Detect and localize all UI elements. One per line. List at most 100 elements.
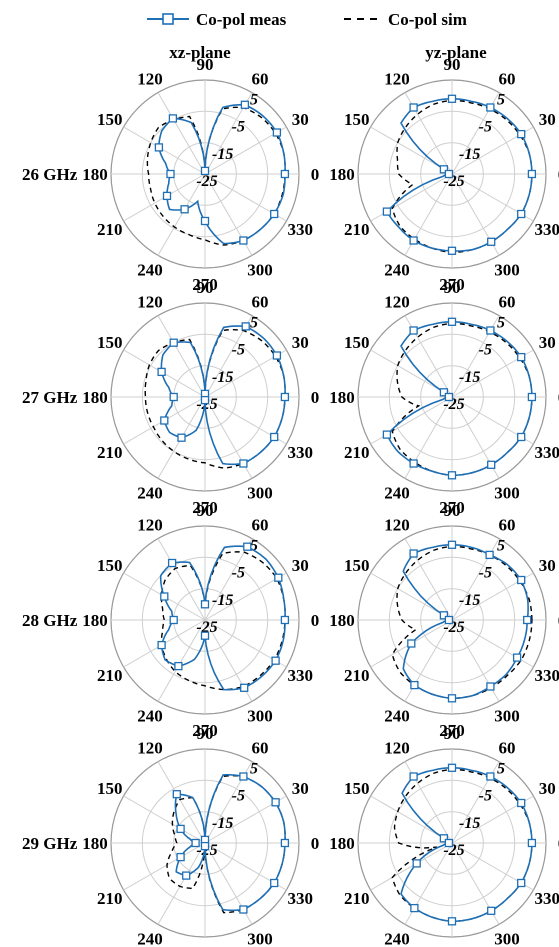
radial-tick-label: -15: [212, 815, 233, 832]
grid-spoke: [157, 619, 206, 702]
series-meas-marker: [240, 100, 250, 109]
angle-tick-label: 330: [288, 666, 314, 685]
series-meas-marker: [409, 326, 418, 335]
angle-tick-label: 330: [535, 220, 559, 239]
angle-tick-label: 330: [535, 666, 559, 685]
series-meas-marker: [409, 459, 418, 468]
angle-tick-label: 60: [252, 70, 269, 89]
angle-tick-label: 180: [329, 388, 355, 407]
angle-tick-label: 30: [539, 556, 556, 575]
series-meas-marker: [243, 542, 252, 551]
series-meas-marker: [174, 661, 183, 671]
radial-tick-label: -15: [459, 146, 480, 163]
series-meas-marker: [271, 656, 280, 665]
series-meas-marker: [239, 236, 248, 245]
radial-tick-label: -15: [212, 369, 233, 386]
angle-tick-label: 210: [97, 220, 123, 239]
angle-tick-label: 300: [494, 706, 520, 725]
angle-tick-label: 0: [311, 834, 320, 853]
polar-plots: 0306090120150180210240270300330-25-15-55…: [82, 55, 559, 947]
series-meas-marker: [517, 209, 526, 219]
series-meas-marker: [517, 878, 526, 888]
series-meas-marker: [177, 433, 186, 442]
angle-tick-label: 180: [82, 165, 108, 184]
series-meas-marker: [444, 169, 454, 179]
angle-tick-label: 240: [384, 260, 410, 279]
angle-tick-label: 270: [192, 944, 218, 947]
radial-tick-label: 5: [497, 92, 505, 109]
angle-tick-label: 0: [311, 611, 320, 630]
series-meas-marker: [527, 392, 537, 402]
series-meas-marker: [409, 549, 418, 558]
angle-tick-label: 330: [288, 220, 314, 239]
angle-tick-label: 300: [494, 929, 520, 947]
series-meas-marker: [162, 191, 172, 201]
series-meas-marker: [517, 352, 526, 362]
series-meas-marker: [527, 838, 537, 848]
grid-spoke: [204, 572, 287, 621]
angle-tick-label: 270: [439, 275, 465, 294]
series-meas-marker: [160, 592, 169, 601]
grid-spoke: [123, 795, 206, 844]
series-meas-marker: [240, 683, 249, 692]
series-meas-marker: [487, 237, 496, 246]
angle-tick-label: 120: [384, 739, 410, 758]
angle-tick-label: 240: [137, 260, 163, 279]
series-meas-marker: [512, 653, 522, 662]
series-meas-marker: [487, 460, 496, 469]
series-meas-marker: [176, 852, 185, 862]
grid-spoke: [123, 842, 206, 891]
grid-spoke: [123, 126, 206, 175]
angle-tick-label: 60: [252, 293, 269, 312]
series-meas-marker: [447, 694, 457, 703]
radial-tick-label: -5: [232, 119, 245, 136]
angle-tick-label: 120: [384, 70, 410, 89]
angle-tick-label: 210: [344, 220, 370, 239]
angle-tick-label: 240: [384, 706, 410, 725]
angle-tick-label: 240: [137, 706, 163, 725]
radial-tick-label: -15: [459, 592, 480, 609]
column-title-yz: yz-plane: [425, 43, 487, 62]
series-meas-marker: [157, 367, 166, 377]
angle-tick-label: 300: [494, 483, 520, 502]
angle-tick-label: 240: [137, 483, 163, 502]
series-meas-marker: [447, 540, 457, 549]
radial-tick-label: -5: [232, 342, 245, 359]
angle-tick-label: 210: [97, 666, 123, 685]
grid-spoke: [370, 842, 453, 891]
series-meas-marker: [280, 392, 290, 402]
series-meas-marker: [407, 639, 416, 648]
series-meas-marker: [154, 143, 164, 152]
series-meas-marker: [485, 550, 494, 560]
series-meas-marker: [180, 205, 189, 214]
angle-tick-label: 120: [137, 739, 163, 758]
radial-tick-label: 5: [497, 761, 505, 778]
angle-tick-label: 180: [82, 834, 108, 853]
series-meas-marker: [517, 575, 526, 585]
angle-tick-label: 90: [444, 278, 461, 297]
angle-tick-label: 150: [97, 333, 123, 352]
angle-tick-label: 120: [384, 293, 410, 312]
angle-tick-label: 120: [137, 70, 163, 89]
radial-tick-label: 5: [497, 315, 505, 332]
series-meas-marker: [160, 416, 169, 425]
row-labels: 26 GHz 27 GHz 28 GHz 29 GHz: [22, 165, 78, 853]
series-meas-marker: [527, 169, 537, 179]
series-sim-line: [160, 551, 286, 691]
angle-tick-label: 150: [97, 779, 123, 798]
series-meas-marker: [447, 471, 457, 480]
series-meas-marker: [382, 207, 392, 216]
angle-tick-label: 30: [539, 110, 556, 129]
grid-spoke: [157, 538, 206, 621]
angle-tick-label: 120: [137, 293, 163, 312]
angle-tick-label: 0: [311, 165, 320, 184]
series-meas-marker: [280, 838, 290, 848]
legend-meas-label: Co-pol meas: [196, 10, 287, 29]
angle-tick-label: 150: [344, 333, 370, 352]
angle-tick-label: 300: [247, 260, 273, 279]
angle-tick-label: 60: [499, 293, 516, 312]
